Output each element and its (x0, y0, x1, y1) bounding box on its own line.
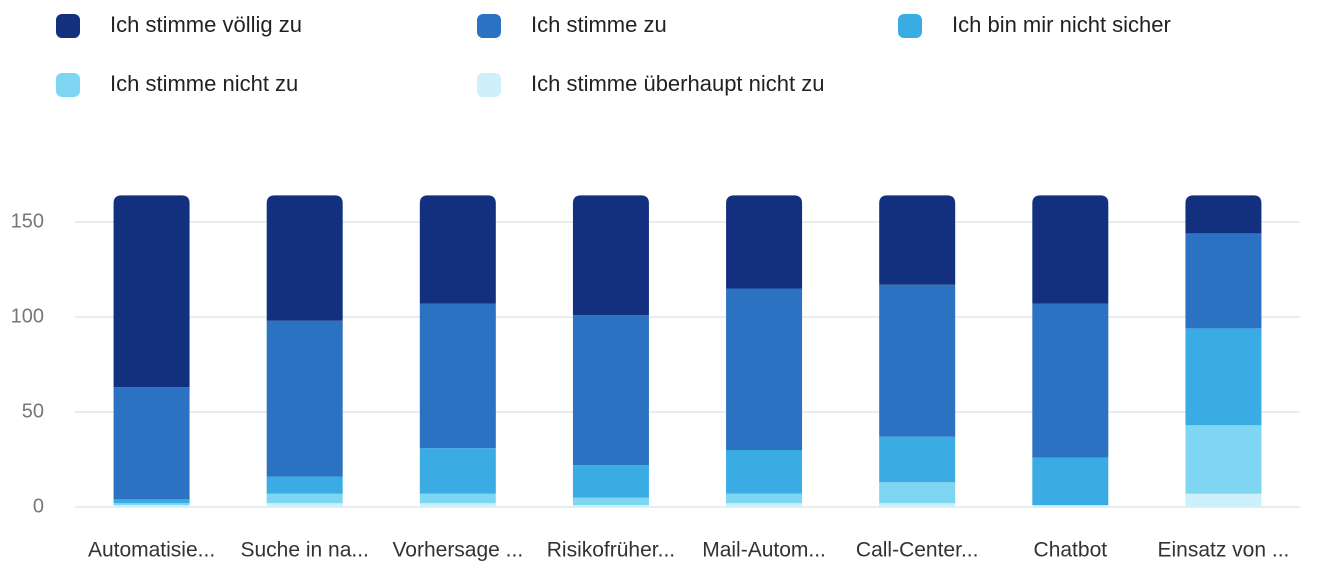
bar-segment (726, 450, 803, 494)
bar-segment (113, 387, 190, 500)
bar-segment (1032, 457, 1109, 506)
legend-label: Ich stimme völlig zu (110, 12, 302, 37)
x-tick-label: Einsatz von ... (1157, 539, 1289, 562)
legend-marker (477, 73, 501, 97)
bar-segment (266, 493, 343, 504)
legend-marker (477, 14, 501, 38)
bar-segment (1185, 195, 1262, 234)
bar-segment (879, 482, 956, 504)
bar-segment (266, 503, 343, 507)
bar-segment (113, 195, 190, 388)
bar-segment (419, 195, 496, 304)
x-tick-label: Suche in na... (240, 539, 368, 562)
x-tick-label: Vorhersage ... (392, 539, 523, 562)
legend-label: Ich bin mir nicht sicher (952, 12, 1171, 37)
bar-segment (113, 503, 190, 506)
legend-marker (898, 14, 922, 38)
bar-segment (419, 503, 496, 507)
bar-segment (726, 288, 803, 450)
bar-segment (1185, 493, 1262, 507)
bar-segment (419, 493, 496, 504)
bar-segment (266, 195, 343, 321)
bar-segment (1185, 425, 1262, 494)
bar-segment (879, 284, 956, 437)
bar-segment (726, 195, 803, 289)
legend-marker (56, 14, 80, 38)
legend-label: Ich stimme überhaupt nicht zu (531, 71, 824, 96)
bar-segment (572, 315, 649, 466)
bar-segment (1185, 328, 1262, 426)
x-tick-label: Risikofrüher... (547, 539, 675, 562)
y-tick-label: 0 (33, 495, 44, 517)
bar-segment (419, 303, 496, 449)
legend-label: Ich stimme zu (531, 12, 667, 37)
bar-segment (879, 503, 956, 507)
x-tick-label: Chatbot (1034, 539, 1108, 562)
bar-segment (1032, 505, 1109, 507)
bar-segment (726, 493, 803, 504)
bar-segment (266, 320, 343, 477)
bar-segment (572, 465, 649, 498)
bar-segment (113, 499, 190, 504)
x-tick-label: Call-Center... (856, 539, 979, 562)
legend-label: Ich stimme nicht zu (110, 71, 298, 96)
y-tick-label: 150 (11, 210, 44, 232)
bar-segment (879, 195, 956, 285)
legend-marker (56, 73, 80, 97)
x-tick-label: Automatisie... (88, 539, 215, 562)
bar-segment (1032, 303, 1109, 458)
x-tick-label: Mail-Autom... (702, 539, 826, 562)
bar-segment (266, 476, 343, 494)
bar-segment (726, 503, 803, 507)
bar-segment (1032, 195, 1109, 304)
bar-segment (572, 505, 649, 507)
bar-segment (419, 448, 496, 494)
y-tick-label: 100 (11, 305, 44, 327)
bar-segment (572, 497, 649, 506)
y-tick-label: 50 (22, 400, 44, 422)
bar-segment (572, 195, 649, 316)
bar-segment (113, 505, 190, 507)
bar-segment (1185, 233, 1262, 329)
bar-segment (879, 436, 956, 483)
